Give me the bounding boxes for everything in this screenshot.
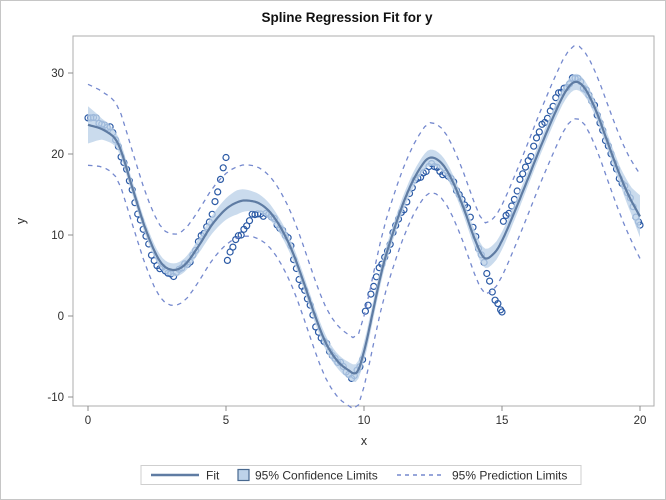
legend-prediction-label: 95% Prediction Limits	[452, 469, 567, 483]
data-point-marker	[229, 243, 237, 251]
prediction-limit-upper-path	[87, 45, 641, 339]
data-point-marker	[234, 232, 242, 240]
data-point-marker	[535, 128, 543, 136]
y-tick-label: 10	[51, 230, 64, 242]
x-axis-title: x	[361, 434, 368, 448]
x-tick-label: 5	[223, 415, 229, 427]
legend-fit-label: Fit	[206, 469, 220, 483]
prediction-limit-lower-path	[87, 118, 641, 410]
data-point-marker	[214, 188, 222, 196]
data-point-marker	[519, 170, 527, 178]
y-tick-label: 0	[58, 311, 64, 323]
prediction-limit-lines	[87, 45, 641, 410]
data-point-marker	[530, 142, 538, 150]
data-point-marker	[364, 301, 372, 309]
legend: Fit 95% Confidence Limits 95% Prediction…	[140, 465, 582, 485]
y-tick-label: 30	[51, 68, 64, 80]
x-tick-label: 15	[496, 415, 509, 427]
data-point-marker	[223, 256, 231, 264]
data-point-marker	[499, 217, 507, 225]
data-point-marker	[367, 290, 375, 298]
legend-box	[140, 465, 582, 485]
axis-ticks-and-labels: 0 5 10 15 20 -10 0 10 20 30	[47, 68, 646, 427]
data-point-marker	[483, 269, 491, 278]
data-point-marker	[486, 277, 494, 285]
data-point-marker	[521, 163, 530, 171]
confidence-band-legend-swatch	[237, 468, 250, 482]
x-tick-label: 20	[634, 415, 647, 427]
x-tick-label: 10	[358, 415, 371, 427]
fit-line	[87, 80, 641, 375]
data-point-marker	[222, 153, 230, 162]
legend-confidence-label: 95% Confidence Limits	[255, 469, 378, 483]
y-tick-label: -10	[47, 392, 64, 404]
data-point-marker	[216, 175, 225, 183]
data-point-marker	[498, 308, 506, 316]
y-tick-label: 20	[51, 149, 64, 161]
data-point-marker	[494, 300, 502, 308]
y-axis-title: y	[14, 217, 28, 224]
x-tick-label: 0	[85, 415, 91, 427]
data-point-marker	[211, 198, 219, 206]
data-point-marker	[237, 231, 245, 239]
data-point-marker	[532, 134, 541, 142]
data-point-marker	[516, 175, 524, 183]
data-point-marker	[219, 164, 227, 172]
data-point-marker	[245, 217, 254, 225]
fit-line-path	[87, 80, 641, 375]
data-point-marker	[361, 307, 369, 315]
chart-title: Spline Regression Fit for y	[261, 10, 433, 25]
